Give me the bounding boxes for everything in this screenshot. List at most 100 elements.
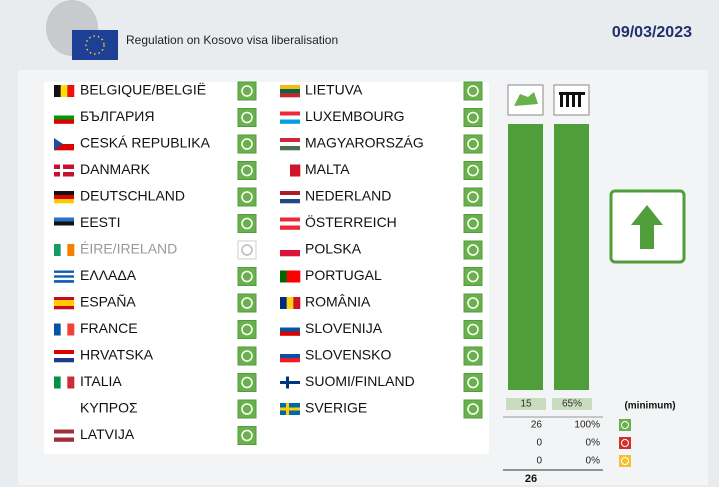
flag-stripe [54,191,74,196]
flag [280,164,301,177]
flag-stripe [54,270,74,274]
vote-icon [237,267,257,286]
flag [280,323,300,336]
flag-stripe [54,323,61,336]
country-name: SUOMI/FINLAND [305,373,415,389]
country-name: SVERIGE [305,400,367,416]
flag-stripe [54,350,74,355]
vote-icon [463,240,483,260]
flag-stripe [280,119,300,124]
flag-stripe [67,376,75,389]
vote-icon-ring [241,350,253,362]
country-name: ΕΛΛΑΔΑ [80,267,137,283]
flag-stripe [54,85,61,97]
vote-icon-ring [241,297,253,309]
country-name: SLOVENSKO [305,347,391,363]
vote-icon [463,81,483,101]
flag-stripe [280,217,300,222]
flag [280,376,300,389]
country-name: ÉIRE/IRELAND [80,241,177,257]
vote-icon [237,320,257,339]
vote-icon-ring [241,191,253,203]
result-icon-ring [621,439,629,447]
country-name: DEUTSCHLAND [80,188,185,204]
vote-icon-ring [467,138,479,150]
result-arrow [609,189,686,264]
country-name: LIETUVA [305,82,363,98]
flag-stripe [54,272,74,276]
vote-icon-ring [467,403,479,415]
flag [54,350,74,363]
country-name: HRVATSKA [80,347,154,363]
flag [54,323,75,336]
country-name: SLOVENIJA [305,320,383,336]
flag-stripe [54,221,74,226]
flag-stripe [54,138,74,145]
flag-cross [280,407,300,411]
flag-stripe [54,407,74,412]
flag [54,297,74,310]
flag-stripe [280,115,300,120]
vote-icon [463,293,483,313]
flag-stripe [280,250,300,257]
flag [54,376,75,389]
flag-stripe [280,350,300,355]
flag [280,403,300,415]
flag-stripe [280,142,300,147]
flag-triangle [54,138,63,150]
vote-icon [463,214,483,233]
vote-icon [237,373,257,392]
flag-stripe [280,354,300,359]
flag-stripe [67,85,75,97]
flag-stripe [60,244,68,256]
flag-stripe [280,270,287,283]
country-name: ÖSTERREICH [305,213,397,230]
flag-stripe [54,244,61,256]
flag [280,270,301,283]
result-count: 0 [536,456,542,467]
result-icon-ring [621,421,629,429]
flag-stripe [280,331,300,336]
flag-stripe [280,146,300,151]
flag-stripe [293,270,301,283]
vote-icon-ring [467,164,479,177]
flag-stripe [54,277,74,281]
council-logo [46,0,118,60]
flag [54,191,74,204]
country-name: EESTI [80,214,120,230]
vote-icon-ring [241,270,253,283]
country-name: PORTUGAL [305,267,382,283]
flag [280,217,300,230]
flag [54,403,74,416]
flag [54,217,74,230]
result-percent: 0% [586,438,601,449]
flag-stripe [60,323,68,336]
flag-stripe [54,437,74,442]
threshold-count: 15 [520,399,532,410]
vote-icon-ring [467,376,479,389]
result-percent: 0% [586,456,601,467]
result-icon [619,419,631,431]
flag-stripe [286,270,294,283]
flag-stripe [280,323,300,328]
vote-icon [463,399,483,419]
vote-icon-ring [467,191,479,203]
threshold-note: (minimum) [624,401,675,412]
flag-stripe [280,93,300,98]
flag-stripe [280,225,300,230]
flag [280,191,300,204]
country-name: LUXEMBOURG [305,108,405,124]
threshold-box [552,398,592,410]
flag-stripe [54,119,74,124]
country-name: BELGIQUE/BELGIË [80,82,206,98]
flag-stripe [54,306,74,310]
country-name: CESKÁ REPUBLIKA [80,135,211,151]
vote-icon [237,187,257,207]
vote-icon [463,320,483,339]
vote-icon [463,187,483,207]
flag-stripe [54,300,74,304]
flag [54,85,75,97]
flag-stripe [280,111,300,116]
vote-icon [237,161,257,180]
flag-stripe [280,89,300,94]
